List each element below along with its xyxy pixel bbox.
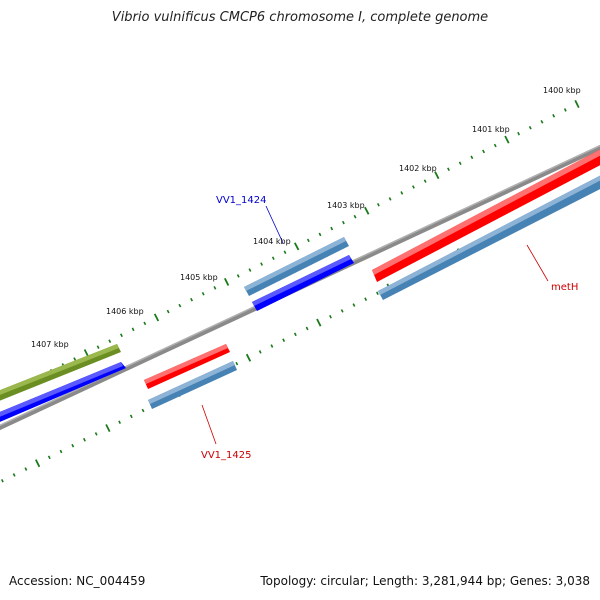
ruler-lower-tick	[329, 314, 332, 319]
ruler-upper-tick	[563, 108, 567, 112]
ruler-upper-tick	[482, 149, 486, 154]
ruler-lower-tick	[364, 297, 368, 301]
feature-steelblue-gene-right[interactable]	[378, 173, 600, 300]
ruler-label-1401: 1401 kbp	[472, 125, 510, 134]
leader-meth	[526, 244, 549, 282]
accession-text: Accession: NC_004459	[9, 574, 146, 588]
ruler-lower-tick	[141, 408, 145, 413]
ruler-upper-tick	[271, 256, 275, 260]
ruler-lower-tick	[258, 350, 262, 354]
ruler-upper-tick	[330, 226, 334, 231]
ruler-lower-tick	[12, 473, 16, 477]
ruler-lower-tick	[82, 437, 86, 442]
ruler-lower-tick	[316, 318, 322, 327]
ruler-upper-tick	[470, 155, 474, 160]
ruler-upper-tick	[236, 274, 240, 278]
map-title: Vibrio vulnificus CMCP6 chromosome I, co…	[111, 10, 489, 25]
label-vv1-1425[interactable]: VV1_1425	[201, 450, 252, 461]
ruler-upper-tick	[364, 206, 370, 215]
ruler-label-1404: 1404 kbp	[253, 237, 291, 246]
ruler-upper-tick	[73, 357, 77, 361]
ruler-upper-tick	[190, 297, 194, 302]
ruler-lower-tick	[59, 449, 63, 454]
feature-steelblue-gene-mid[interactable]	[244, 237, 349, 296]
ruler-upper-tick	[131, 327, 135, 332]
ruler-upper-tick	[294, 242, 300, 251]
label-vv1-1424[interactable]: VV1_1424	[216, 195, 267, 206]
ruler-upper-tick	[400, 191, 404, 195]
leader-vv1-1424	[265, 205, 284, 244]
ruler-lower-tick	[245, 353, 252, 362]
ruler-label-1402: 1402 kbp	[399, 164, 437, 173]
ruler-label-1400: 1400 kbp	[543, 86, 581, 95]
ruler-upper-tick	[201, 291, 205, 296]
ruler-upper-tick	[248, 268, 252, 272]
ruler-lower-tick	[94, 432, 98, 436]
feature-steelblue-gene-small[interactable]	[148, 361, 237, 409]
genome-summary-text: Topology: circular; Length: 3,281,944 bp…	[260, 574, 590, 588]
ruler-lower-tick	[305, 326, 309, 331]
ruler-upper-tick	[341, 220, 345, 225]
ruler-upper-tick	[504, 135, 510, 144]
feature-red-cds-right[interactable]	[372, 147, 600, 282]
ruler-upper-tick	[108, 339, 112, 343]
ruler-upper-tick	[96, 345, 100, 349]
ruler-upper-tick	[306, 238, 310, 243]
ruler-label-1407: 1407 kbp	[31, 340, 69, 349]
ruler-lower-tick	[118, 420, 122, 424]
ruler-lower-tick	[270, 344, 274, 348]
ruler-lower-tick	[375, 291, 379, 296]
feature-red-cds-small[interactable]	[144, 344, 230, 389]
ruler-upper-tick	[213, 286, 217, 290]
ruler-lower-tick	[235, 361, 239, 366]
ruler-upper-tick	[447, 167, 450, 172]
ruler-label-1405: 1405 kbp	[180, 273, 218, 282]
ruler-upper-tick	[376, 203, 380, 207]
leader-vv1-1425	[201, 404, 217, 445]
ruler-upper-tick	[552, 114, 556, 118]
ruler-upper-tick	[119, 333, 123, 338]
feature-blue-cds-mid[interactable]	[252, 255, 354, 311]
ruler-upper-tick	[574, 99, 580, 109]
ruler-ticks-upper	[3, 99, 580, 397]
ruler-upper-tick	[388, 197, 392, 201]
ruler-upper-tick	[143, 321, 147, 326]
ruler-lower-tick	[71, 443, 75, 448]
ruler-upper-tick	[178, 303, 182, 308]
ruler-upper-tick	[528, 125, 532, 130]
feature-blue-cds-left[interactable]	[0, 362, 126, 424]
ruler-lower-tick	[47, 455, 51, 460]
ruler-lower-tick	[340, 309, 344, 313]
ruler-lower-tick	[24, 467, 28, 471]
feature-olive-cds[interactable]	[0, 344, 121, 403]
ruler-upper-tick	[540, 120, 544, 124]
ruler-upper-tick	[318, 232, 322, 237]
ruler-upper-tick	[353, 214, 357, 219]
ruler-lower-tick	[105, 424, 111, 433]
ruler-lower-tick	[352, 303, 356, 307]
ruler-label-1403: 1403 kbp	[327, 201, 365, 210]
ruler-upper-tick	[517, 131, 521, 136]
ruler-upper-tick	[493, 143, 497, 148]
ruler-upper-tick	[166, 309, 170, 314]
ruler-upper-tick	[423, 179, 427, 183]
ruler-upper-tick	[434, 171, 440, 180]
label-meth[interactable]: metH	[551, 282, 578, 293]
ruler-upper-tick	[260, 262, 264, 266]
ruler-lower-tick	[34, 459, 41, 468]
ruler-upper-tick	[411, 185, 415, 189]
ruler-upper-tick	[153, 313, 160, 322]
ruler-lower-tick	[0, 479, 4, 483]
ruler-lower-tick	[282, 338, 286, 342]
ruler-upper-tick	[83, 349, 90, 358]
ruler-upper-tick	[458, 161, 462, 166]
ruler-upper-tick	[283, 250, 287, 255]
ruler-lower-tick	[293, 332, 297, 337]
ruler-lower-tick	[129, 414, 133, 419]
ruler-label-1406: 1406 kbp	[106, 307, 144, 316]
ruler-upper-tick	[223, 277, 230, 286]
